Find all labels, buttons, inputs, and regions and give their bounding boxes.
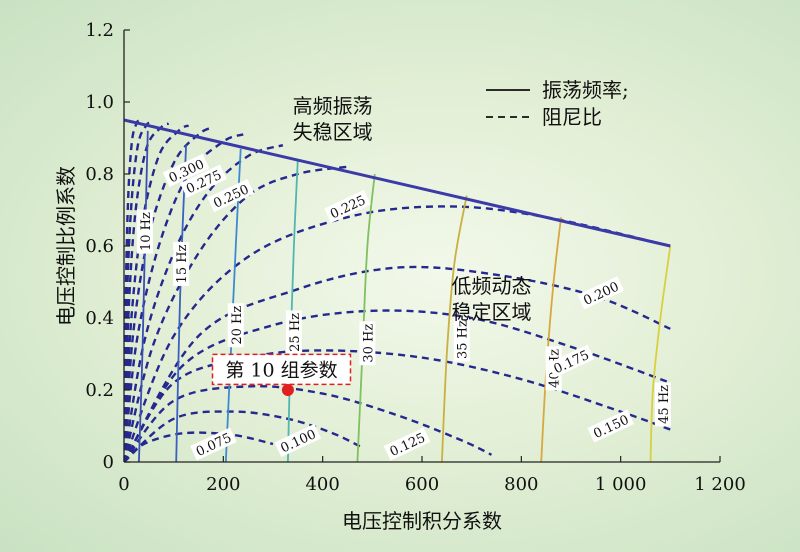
- damping-contour-0.100: [124, 410, 363, 462]
- frequency-label: 20 Hz: [230, 306, 245, 345]
- damping-label-group: 0.225: [324, 189, 371, 223]
- marker-label: 第 10 组参数: [225, 359, 337, 381]
- damping-label-bg: [274, 423, 322, 457]
- damping-label-bg: [383, 427, 431, 461]
- frequency-label-group: 15 Hz: [173, 242, 190, 286]
- frequency-label-group: 35 Hz: [453, 317, 471, 362]
- damping-label-bg: [207, 179, 255, 213]
- damping-contour-0.125: [124, 384, 493, 462]
- damping-label-group: 0.150: [587, 409, 635, 443]
- frequency-label: 30 Hz: [361, 324, 376, 363]
- x-tick-label: 0: [118, 474, 129, 495]
- frequency-label-group: 10 Hz: [136, 209, 154, 254]
- x-tick-label: 1 000: [595, 474, 647, 495]
- frequency-label-bg: [173, 242, 190, 286]
- damping-label-bg: [190, 427, 237, 461]
- damping-contour-0.150: [124, 349, 671, 462]
- frequency-contour-25-Hz: [287, 159, 299, 462]
- y-tick-label: 1.2: [85, 20, 114, 41]
- frequency-label-bg: [453, 317, 470, 362]
- region-label-1: 高频振荡: [293, 94, 373, 118]
- damping-label-bg: [162, 153, 210, 187]
- damping-label-group: 0.100: [274, 423, 322, 457]
- frequency-contour-30-Hz: [356, 173, 376, 462]
- damping-label-group: 0.200: [577, 276, 625, 310]
- frequency-label-bg: [654, 382, 671, 427]
- frequency-label-bg: [227, 303, 244, 348]
- legend-label: 阻尼比: [542, 105, 602, 129]
- damping-contour-0.200: [124, 265, 671, 462]
- frequency-label: 15 Hz: [175, 244, 190, 283]
- operating-point-marker: [281, 384, 294, 396]
- damping-label-bg: [324, 189, 371, 223]
- legend-label: 振荡频率;: [542, 78, 629, 102]
- damping-label-bg: [577, 276, 625, 310]
- x-tick-label: 200: [206, 474, 240, 495]
- damping-contour-unlabeled-10: [124, 126, 214, 462]
- frequency-label-bg: [136, 209, 153, 254]
- x-tick-label: 400: [305, 474, 339, 495]
- damping-contour-0.175: [124, 309, 671, 462]
- y-tick-label: 0.2: [85, 380, 114, 401]
- stability-boundary-line: [124, 118, 671, 248]
- frequency-contour-15-Hz: [175, 145, 187, 462]
- damping-contour-0.300: [124, 133, 244, 462]
- y-tick-label: 0: [103, 452, 114, 473]
- frequency-contour-40-Hz: [540, 217, 562, 462]
- frequency-contour-10-Hz: [138, 130, 149, 462]
- frequency-label-group: 30 Hz: [359, 321, 376, 366]
- frequency-label-bg: [285, 310, 302, 355]
- frequency-label: 25 Hz: [288, 313, 303, 352]
- frequency-label-group: 25 Hz: [285, 310, 303, 355]
- y-tick-label: 1.0: [85, 92, 114, 113]
- frequency-label-group: 20 Hz: [227, 303, 245, 348]
- region-label-2: 稳定区域: [452, 300, 532, 324]
- frequency-label: 45 Hz: [657, 385, 672, 424]
- damping-contour-0.225: [124, 205, 671, 462]
- y-tick-label: 0.4: [85, 308, 114, 329]
- y-tick-label: 0.6: [85, 236, 114, 257]
- x-axis-label: 电压控制积分系数: [342, 509, 502, 533]
- damping-label-group: 0.125: [383, 427, 431, 461]
- y-tick-label: 0.8: [85, 164, 114, 185]
- frequency-label: 35 Hz: [456, 320, 471, 359]
- x-tick-label: 1 200: [694, 474, 746, 495]
- x-tick-label: 800: [504, 474, 538, 495]
- y-axis-label: 电压控制比例系数: [54, 166, 78, 326]
- frequency-label-bg: [359, 321, 376, 366]
- marker-label-box: [211, 353, 352, 386]
- damping-label-bg: [587, 409, 635, 443]
- region-label-1: 失稳区域: [293, 120, 373, 144]
- damping-label-bg: [180, 164, 227, 198]
- x-tick-label: 600: [405, 474, 439, 495]
- damping-label-bg: [547, 344, 595, 378]
- region-label-2: 低频动态: [452, 274, 532, 298]
- frequency-label: 10 Hz: [139, 212, 154, 251]
- damping-contour-0.275: [124, 144, 284, 462]
- frequency-contour-45-Hz: [649, 245, 672, 462]
- frequency-label-group: 45 Hz: [654, 382, 672, 427]
- frequency-contour-35-Hz: [441, 195, 468, 462]
